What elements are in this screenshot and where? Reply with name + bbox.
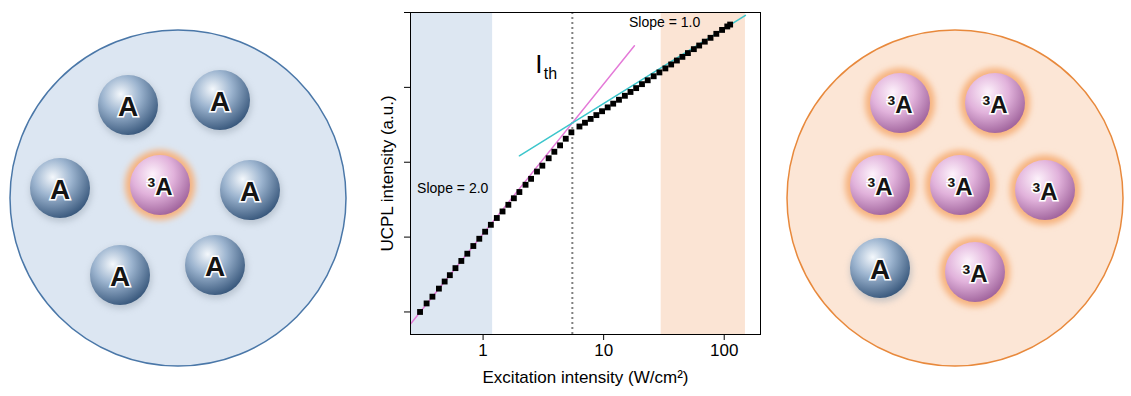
svg-text:UCPL intensity (a.u.): UCPL intensity (a.u.) [378,95,397,251]
svg-text:³A: ³A [982,91,1007,118]
svg-text:A: A [110,261,130,292]
svg-text:Slope = 1.0: Slope = 1.0 [629,14,700,30]
svg-text:A: A [240,176,260,207]
svg-text:³A: ³A [147,173,172,200]
svg-text:A: A [50,174,70,205]
svg-text:100: 100 [710,341,738,360]
svg-text:³A: ³A [887,91,912,118]
svg-text:A: A [870,254,890,285]
svg-text:³A: ³A [867,173,892,200]
svg-text:A: A [210,86,230,117]
svg-text:³A: ³A [1032,178,1057,205]
svg-text:1: 1 [478,341,487,360]
svg-text:th: th [544,65,557,82]
svg-text:Excitation intensity (W/cm²): Excitation intensity (W/cm²) [483,368,689,387]
svg-text:10: 10 [594,341,613,360]
svg-text:³A: ³A [962,260,987,287]
svg-text:A: A [118,91,138,122]
svg-text:³A: ³A [947,173,972,200]
svg-text:I: I [535,49,542,79]
svg-text:A: A [205,251,225,282]
svg-text:Slope = 2.0: Slope = 2.0 [417,180,488,196]
